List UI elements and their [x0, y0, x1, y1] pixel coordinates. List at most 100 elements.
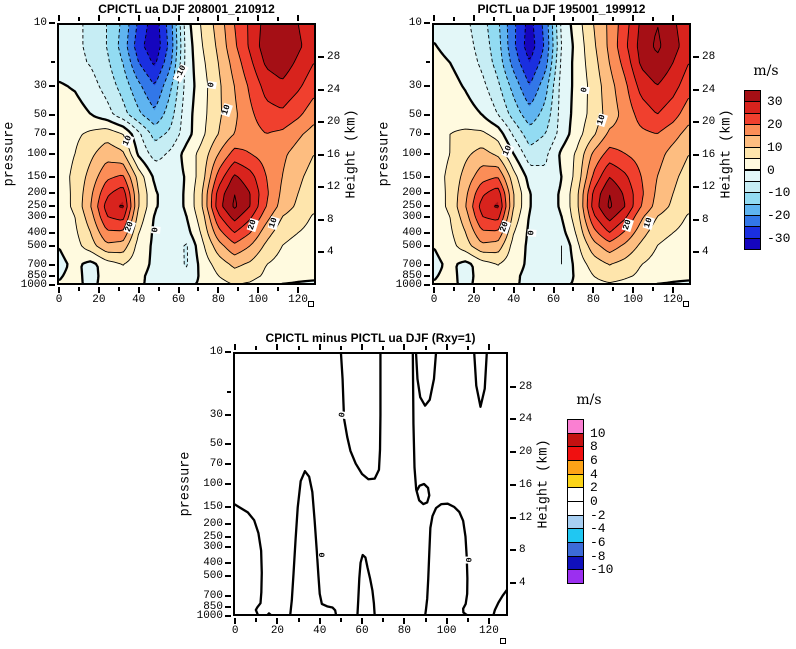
axis-tick [318, 344, 321, 350]
colorbar-cell [567, 473, 584, 489]
colorbar-value-label: 0 [767, 162, 775, 178]
axis-tick [77, 17, 80, 21]
pressure-tick-label: 50 [408, 108, 422, 121]
axis-tick [318, 56, 324, 59]
height-tick-label: 8 [519, 544, 526, 557]
colorbar-value-label: 20 [767, 117, 783, 133]
pressure-tick-label: 1000 [196, 610, 223, 622]
height-tick-label: 16 [327, 148, 341, 161]
pressure-tick-label: 500 [402, 239, 422, 252]
colorbar-value-label: -10 [767, 185, 791, 201]
colorbar-cell [567, 419, 584, 434]
axis-tick [234, 344, 237, 350]
height-tick-label: 12 [702, 181, 716, 194]
axis-tick [693, 88, 699, 91]
x-tick-label: 40 [132, 294, 146, 306]
axis-tick [424, 153, 430, 155]
axis-tick [234, 618, 237, 624]
colorbar-wind: m/s 30 20 10 0 -10 -20 -30 [744, 63, 790, 250]
x-tick-label: 80 [586, 294, 600, 306]
pressure-axis-label: pressure [377, 121, 393, 187]
pressure-tick-label: 10 [408, 17, 422, 29]
height-tick-label: 24 [702, 83, 716, 96]
axis-tick [424, 618, 427, 622]
axis-tick [225, 562, 231, 565]
axis-tick [382, 346, 385, 350]
colorbar-value-label: -20 [767, 207, 791, 223]
height-tick-label: 4 [519, 577, 526, 590]
axis-tick [572, 17, 575, 21]
colorbar-value-label: 0 [590, 494, 598, 509]
colorbar-cell [567, 542, 584, 557]
axis-tick [632, 15, 635, 21]
axis-tick [426, 61, 430, 64]
colorbar-value-label: 6 [590, 453, 598, 468]
height-axis-label: Height (km) [719, 109, 735, 199]
axis-tick [257, 287, 260, 293]
contour-line-label: 0 [578, 85, 591, 95]
axis-tick [693, 121, 699, 124]
colorbar-cell [567, 487, 584, 502]
axis-tick [77, 287, 80, 291]
axis-tick [424, 215, 430, 218]
pressure-tick-label: 500 [27, 239, 47, 252]
axis-tick [652, 287, 655, 291]
colorbar-cell [567, 501, 584, 516]
axis-tick [225, 605, 231, 608]
axis-tick [487, 618, 490, 624]
axis-tick [612, 287, 615, 291]
axis-tick [510, 516, 516, 519]
axis-tick [693, 186, 699, 189]
axis-tick [177, 15, 180, 21]
axis-tick [297, 618, 300, 622]
pressure-tick-label: 30 [33, 79, 47, 92]
colorbar-value-label: -6 [590, 535, 606, 550]
axis-tick [693, 56, 699, 59]
axis-tick [276, 344, 279, 350]
axis-tick [672, 287, 675, 293]
axis-tick [49, 284, 55, 286]
pressure-tick-label: 200 [27, 187, 47, 200]
pressure-tick-label: 500 [203, 570, 223, 583]
height-tick-label: 28 [327, 51, 341, 64]
height-tick-label: 28 [702, 51, 716, 64]
axis-tick [318, 121, 324, 124]
colorbar-value-label: 10 [590, 425, 606, 441]
pressure-tick-label: 400 [27, 226, 47, 239]
axis-tick [693, 153, 699, 156]
axis-tick [424, 22, 430, 24]
axis-tick [672, 15, 675, 21]
pressure-tick-label: 250 [402, 200, 422, 213]
axis-tick [424, 263, 430, 266]
panel-title-diff: CPICTL minus PICTL ua DJF (Rxy=1) [265, 331, 476, 345]
axis-tick [472, 287, 475, 293]
pressure-tick-label: 10 [33, 17, 47, 29]
colorbar-cell [567, 446, 584, 461]
axis-tick [592, 287, 595, 293]
axis-tick [157, 287, 160, 291]
axis-tick [57, 287, 60, 293]
pressure-tick-label: 300 [203, 540, 223, 553]
height-tick-label: 4 [327, 246, 334, 259]
axis-tick [466, 346, 469, 350]
axis-tick [532, 287, 535, 291]
axis-tick [552, 15, 555, 21]
axis-tick [277, 17, 280, 21]
height-tick-label: 24 [327, 83, 341, 96]
colorbar-cell [567, 528, 584, 543]
colorbar-value-label: -4 [590, 521, 606, 537]
colorbar-value-label: 2 [590, 480, 598, 496]
contour-line-label: 0 [525, 228, 537, 237]
height-axis-label: Height (km) [344, 109, 360, 199]
axis-tick [225, 351, 231, 353]
axis-tick [49, 263, 55, 266]
pressure-tick-label: 150 [402, 171, 422, 184]
axis-tick [225, 594, 231, 597]
height-tick-label: 20 [702, 116, 716, 129]
x-tick-label: 80 [397, 625, 411, 637]
axis-tick [424, 132, 430, 135]
pressure-tick-label: 700 [402, 258, 422, 271]
axis-tick [49, 274, 55, 277]
x-tick-label: 20 [467, 294, 481, 306]
axis-tick [693, 218, 699, 221]
